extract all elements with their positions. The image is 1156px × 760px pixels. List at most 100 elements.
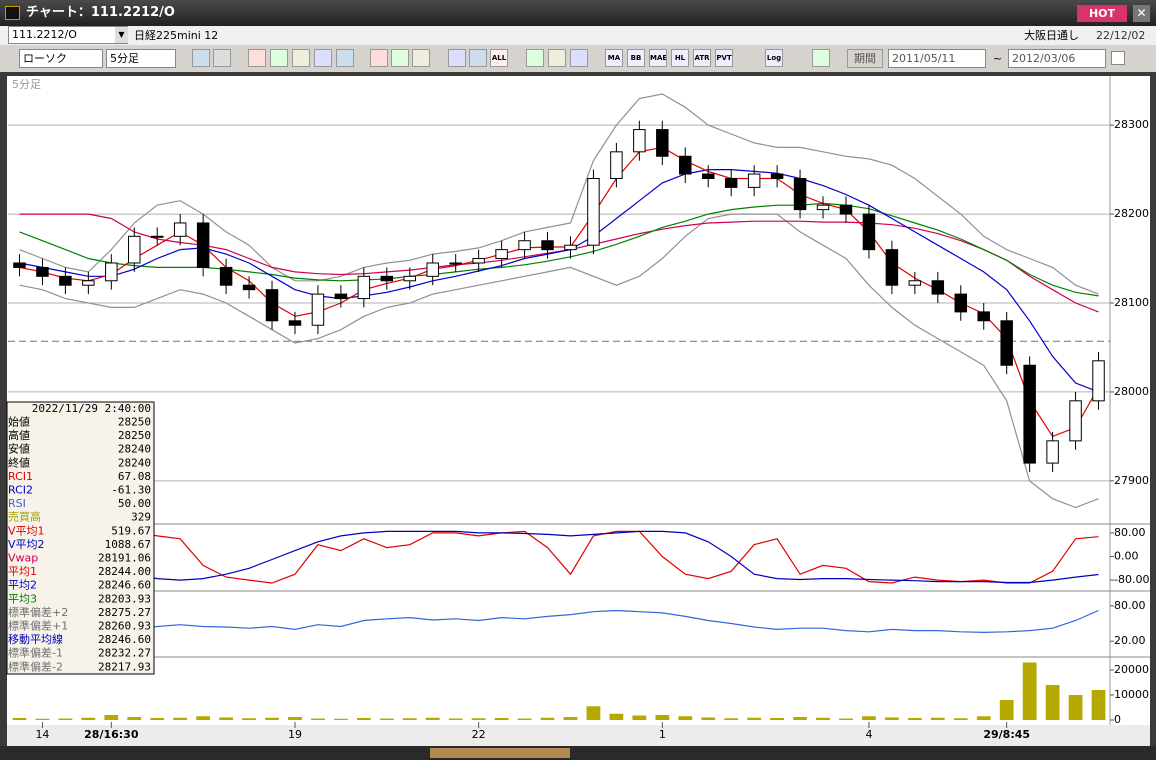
y-tick-label: 28000 — [1114, 385, 1149, 398]
info-label: 平均2 — [8, 579, 37, 592]
toolbar-button[interactable] — [270, 49, 288, 67]
period-button[interactable]: 期間 — [847, 49, 883, 68]
symbol-dropdown[interactable]: ▼ — [115, 27, 128, 43]
candle-body — [105, 262, 118, 282]
volume-bar — [770, 718, 784, 720]
toolbar-button[interactable] — [292, 49, 310, 67]
info-value: 28250 — [118, 416, 151, 429]
info-label: RCI1 — [8, 470, 33, 483]
title-bar: チャート：111.2212/O — [0, 0, 1156, 26]
candle-body — [839, 204, 853, 215]
x-axis-bar — [7, 725, 1150, 746]
toolbar-button[interactable] — [370, 49, 388, 67]
candle-body — [265, 289, 279, 322]
volume-bar — [448, 718, 463, 720]
volume-bar — [953, 718, 968, 720]
info-label: 高値 — [8, 428, 30, 442]
x-tick-label: 4 — [865, 728, 872, 741]
volume-bar — [127, 717, 142, 720]
scrollbar[interactable] — [0, 746, 1156, 760]
info-label: 標準偏差+2 — [8, 605, 68, 619]
toolbar-button[interactable] — [336, 49, 354, 67]
market-name: 大阪日通し — [1024, 29, 1079, 42]
toolbar-button[interactable] — [448, 49, 466, 67]
info-value: 28260.93 — [98, 620, 151, 633]
toolbar-button[interactable]: Log — [765, 49, 783, 67]
volume-bar — [1045, 685, 1060, 720]
candle-body — [449, 262, 462, 265]
toolbar-button[interactable] — [391, 49, 409, 67]
toolbar-button[interactable]: BB — [627, 49, 645, 67]
toolbar-button[interactable] — [526, 49, 544, 67]
app-icon — [5, 6, 20, 20]
candle-body — [1069, 400, 1082, 442]
toolbar-button[interactable] — [548, 49, 566, 67]
volume-bar — [701, 717, 716, 720]
info-label: 始値 — [8, 415, 30, 429]
toolbar-button[interactable]: PVT — [715, 49, 733, 67]
indicator-line — [19, 213, 1099, 509]
candle-body — [793, 177, 807, 211]
symbol-input[interactable]: 111.2212/O — [8, 26, 128, 44]
volume-bar — [563, 717, 578, 720]
toolbar-button[interactable] — [812, 49, 830, 67]
volume-bar — [242, 718, 256, 720]
volume-bar — [58, 718, 73, 720]
info-value: 1088.67 — [105, 538, 151, 551]
hot-button[interactable]: HOT — [1077, 5, 1127, 22]
info-label: 標準偏差-2 — [8, 659, 63, 673]
indicator-line — [19, 530, 1099, 584]
toolbar-button[interactable]: ALL — [490, 49, 508, 67]
toolbar-button[interactable] — [412, 49, 430, 67]
close-button[interactable]: ✕ — [1133, 5, 1150, 22]
volume-bar — [334, 718, 348, 720]
toolbar-button[interactable]: MAE — [649, 49, 667, 67]
end-date[interactable]: 2012/03/06 — [1008, 49, 1106, 68]
info-value: 50.00 — [118, 497, 151, 510]
toolbar-button[interactable] — [213, 49, 231, 67]
candle-body — [564, 244, 577, 251]
volume-bar — [12, 718, 27, 720]
volume-bar — [976, 716, 991, 720]
indicator-line — [19, 605, 1099, 634]
toolbar-button[interactable] — [570, 49, 588, 67]
candle-body — [311, 293, 325, 326]
candle-body — [150, 235, 164, 238]
candle-body — [977, 311, 990, 322]
volume-bar — [517, 718, 532, 720]
window-title: チャート：111.2212/O — [26, 5, 175, 20]
y-tick-label: 0.00 — [1114, 550, 1139, 563]
toolbar-button[interactable] — [248, 49, 266, 67]
indicator-line — [19, 530, 1099, 584]
volume-bar — [1022, 662, 1037, 720]
info-value: 28240 — [118, 456, 151, 469]
toolbar-button[interactable]: MA — [605, 49, 623, 67]
checkbox[interactable] — [1111, 51, 1125, 65]
toolbar-button[interactable] — [192, 49, 210, 67]
info-value: 28217.93 — [98, 660, 151, 673]
candle-body — [59, 275, 72, 286]
toolbar-button[interactable] — [469, 49, 487, 67]
y-tick-label: 20.00 — [1114, 634, 1146, 647]
candle-body — [1023, 364, 1036, 464]
toolbar-button[interactable]: ATR — [693, 49, 711, 67]
volume-bar — [930, 717, 945, 720]
start-date[interactable]: 2011/05/11 — [888, 49, 986, 68]
x-tick-label: 22 — [472, 728, 486, 741]
volume-bar — [540, 717, 555, 720]
interval-select[interactable]: 5分足 — [106, 49, 176, 68]
volume-bar — [311, 718, 325, 720]
toolbar-button[interactable]: HL — [671, 49, 689, 67]
chart-type-select[interactable]: ローソク — [19, 49, 103, 68]
y-tick-label: 0 — [1114, 713, 1121, 726]
candle-body — [426, 262, 439, 277]
x-tick-label: 28/16:30 — [84, 728, 139, 741]
info-value: 28246.60 — [98, 633, 151, 646]
candle-body — [541, 240, 554, 251]
scroll-thumb[interactable] — [430, 748, 570, 758]
candle-body — [816, 204, 830, 211]
date-separator: ~ — [993, 52, 1003, 65]
y-tick-label: 20000 — [1114, 663, 1149, 676]
toolbar-button[interactable] — [314, 49, 332, 67]
